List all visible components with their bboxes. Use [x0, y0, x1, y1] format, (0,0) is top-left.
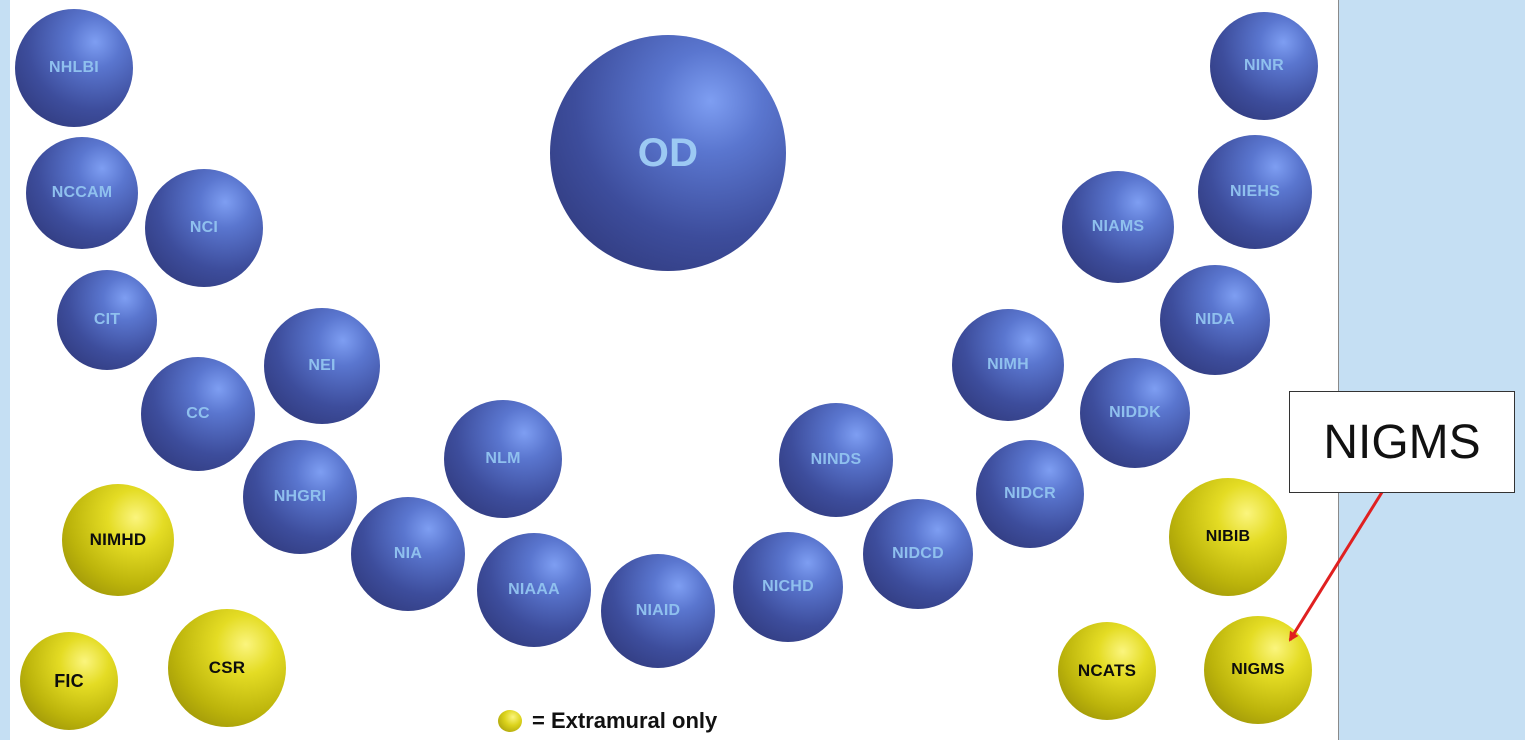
circle-csr: CSR — [168, 609, 286, 727]
callout-box: NIGMS — [1289, 391, 1515, 493]
callout-arrow-line — [1288, 488, 1386, 642]
circle-nimhd: NIMHD — [62, 484, 174, 596]
circle-niehs: NIEHS — [1198, 135, 1312, 249]
circle-nccam: NCCAM — [26, 137, 138, 249]
circle-niams: NIAMS — [1062, 171, 1174, 283]
circle-niaaa: NIAAA — [477, 533, 591, 647]
legend: = Extramural only — [498, 708, 717, 734]
circle-nlm: NLM — [444, 400, 562, 518]
org-diagram: OD NHLBI NCCAM NCI CIT NEI CC NHGRI NLM … — [10, 0, 1339, 740]
circle-nimh: NIMH — [952, 309, 1064, 421]
circle-nichd: NICHD — [733, 532, 843, 642]
circle-nidcr: NIDCR — [976, 440, 1084, 548]
circle-cc: CC — [141, 357, 255, 471]
circle-cit: CIT — [57, 270, 157, 370]
legend-yellow-dot-icon — [498, 710, 522, 732]
circle-ncats: NCATS — [1058, 622, 1156, 720]
circle-niaid: NIAID — [601, 554, 715, 668]
circle-ninds: NINDS — [779, 403, 893, 517]
circle-nibib: NIBIB — [1169, 478, 1287, 596]
circle-nei: NEI — [264, 308, 380, 424]
circle-nia: NIA — [351, 497, 465, 611]
circle-od: OD — [550, 35, 786, 271]
circle-nhgri: NHGRI — [243, 440, 357, 554]
circle-fic: FIC — [20, 632, 118, 730]
circle-nidcd: NIDCD — [863, 499, 973, 609]
circle-nci: NCI — [145, 169, 263, 287]
circle-niddk: NIDDK — [1080, 358, 1190, 468]
circle-nida: NIDA — [1160, 265, 1270, 375]
legend-text: = Extramural only — [532, 708, 718, 733]
circle-nhlbi: NHLBI — [15, 9, 133, 127]
callout-label: NIGMS — [1323, 415, 1481, 469]
circle-ninr: NINR — [1210, 12, 1318, 120]
